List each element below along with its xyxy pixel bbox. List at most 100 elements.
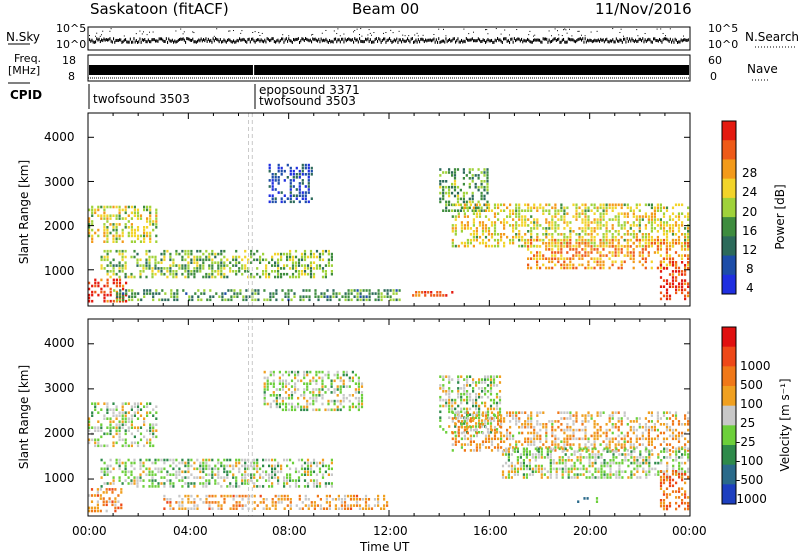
nsearch-sample [109, 30, 111, 32]
velocity-panel-echo-cell [593, 443, 596, 446]
velocity-panel-echo-cell [606, 447, 609, 451]
velocity-panel-echo-cell [149, 444, 152, 448]
power-panel-echo-cell [620, 263, 623, 267]
velocity-panel-echo-cell [324, 373, 327, 377]
velocity-panel-echo-cell [665, 504, 669, 508]
power-panel-echo-cell [629, 233, 632, 236]
velocity-panel-echo-cell [133, 458, 136, 462]
power-panel-echo-cell [478, 209, 482, 212]
velocity-panel-echo-cell [124, 473, 127, 476]
velocity-panel-echo-cell [588, 470, 591, 473]
power-panel-echo-cell [125, 289, 128, 292]
power-panel-echo-cell [324, 264, 327, 267]
velocity-panel-echo-cell [155, 429, 158, 432]
velocity-panel-echo-cell [609, 461, 612, 465]
velocity-panel-echo-cell [641, 434, 644, 438]
power-panel-echo-cell [112, 223, 115, 226]
power-panel-echo-cell [169, 272, 172, 276]
velocity-panel-echo-cell [451, 431, 454, 435]
velocity-panel-echo-cell [665, 443, 669, 446]
power-panel-echo-cell [448, 171, 451, 174]
velocity-panel-echo-cell [114, 503, 117, 507]
power-panel-echo-cell [247, 258, 250, 262]
velocity-panel-echo-cell [235, 482, 238, 485]
velocity-panel-echo-cell [608, 417, 611, 420]
power-panel-echo-cell [116, 295, 119, 298]
velocity-panel-echo-cell [572, 443, 575, 446]
power-panel-echo-cell [289, 179, 292, 182]
velocity-panel-echo-cell [669, 456, 672, 459]
power-panel-echo-region-0 [88, 278, 128, 303]
velocity-panel-echo-cell [355, 504, 359, 507]
velocity-panel-echo-cell [650, 437, 653, 441]
velocity-panel-echo-cell [318, 370, 321, 374]
power-panel-echo-cell [527, 245, 530, 248]
velocity-panel-echo-cell [118, 467, 121, 471]
power-panel-echo-cell [593, 212, 596, 215]
power-panel-echo-cell [97, 281, 100, 285]
velocity-panel-echo-cell [306, 370, 309, 374]
velocity-panel-echo-cell [181, 504, 184, 507]
nsky-sample [277, 38, 279, 42]
power-panel-echo-cell [157, 261, 160, 264]
velocity-panel-echo-cell [169, 464, 172, 468]
power-panel-echo-cell [527, 206, 530, 210]
power-panel-echo-cell [161, 298, 164, 302]
nsky-sample [273, 40, 275, 44]
velocity-panel-echo-cell [577, 500, 580, 503]
velocity-panel-echo-cell [377, 501, 380, 504]
velocity-panel-echo-cell [103, 482, 106, 485]
power-panel-echo-cell [121, 228, 124, 232]
velocity-panel-echo-cell [149, 432, 152, 436]
velocity-panel-echo-cell [181, 485, 184, 488]
power-panel-echo-cell [678, 288, 681, 292]
nsearch-sample [325, 29, 327, 31]
power-panel-echo-cell [143, 208, 146, 212]
power-panel-echo-cell [154, 267, 157, 270]
velocity-panel-echo-cell [121, 402, 124, 405]
velocity-panel-echo-cell [569, 443, 572, 446]
velocity-panel-echo-cell [681, 447, 684, 451]
velocity-panel-echo-cell [668, 443, 672, 446]
velocity-panel-echo-cell [294, 467, 298, 471]
nsky-sample [114, 40, 116, 44]
velocity-panel-echo-cell [687, 453, 690, 456]
power-panel-echo-cell [518, 235, 521, 239]
velocity-panel-echo-cell [472, 378, 475, 381]
power-panel-echo-cell [530, 235, 533, 239]
nsky-sample [213, 39, 215, 43]
velocity-panel-echo-cell [97, 444, 100, 448]
nsky-sample [281, 37, 283, 41]
power-panel-echo-cell [687, 248, 690, 251]
power-panel-echo-cell [112, 234, 115, 238]
velocity-panel-echo-cell [268, 464, 271, 468]
velocity-panel-echo-cell [659, 417, 662, 420]
velocity-panel-echo-cell [597, 467, 600, 471]
velocity-panel-echo-cell [256, 467, 259, 471]
nsky-sample [92, 40, 94, 44]
power-panel-echo-cell [506, 206, 509, 210]
velocity-panel-echo-cell [130, 464, 133, 468]
power-panel-echo-cell [632, 212, 635, 215]
power-panel-echo-cell [121, 252, 124, 256]
velocity-panel-echo-cell [324, 485, 327, 488]
power-panel-echo-cell [545, 257, 548, 260]
power-panel-echo-cell [665, 238, 668, 242]
velocity-panel-echo-cell [124, 464, 127, 468]
power-panel-echo-cell [131, 295, 134, 298]
velocity-panel-echo-cell [684, 446, 687, 449]
velocity-panel-echo-cell [223, 498, 226, 501]
velocity-panel-echo-cell [330, 482, 333, 485]
velocity-panel-echo-cell [493, 425, 497, 429]
velocity-panel-echo-cell [312, 402, 315, 406]
power-panel-echo-cell [176, 295, 179, 298]
velocity-panel-echo-cell [500, 420, 503, 423]
power-panel-echo-cell [97, 293, 100, 297]
velocity-panel-echo-cell [106, 402, 109, 405]
nsky-sample [210, 38, 212, 42]
power-panel-echo-cell [468, 168, 471, 171]
velocity-panel-echo-cell [130, 441, 133, 445]
nsky-sample [170, 39, 172, 43]
velocity-panel-echo-cell [202, 458, 205, 462]
velocity-panel-echo-cell [572, 420, 575, 423]
